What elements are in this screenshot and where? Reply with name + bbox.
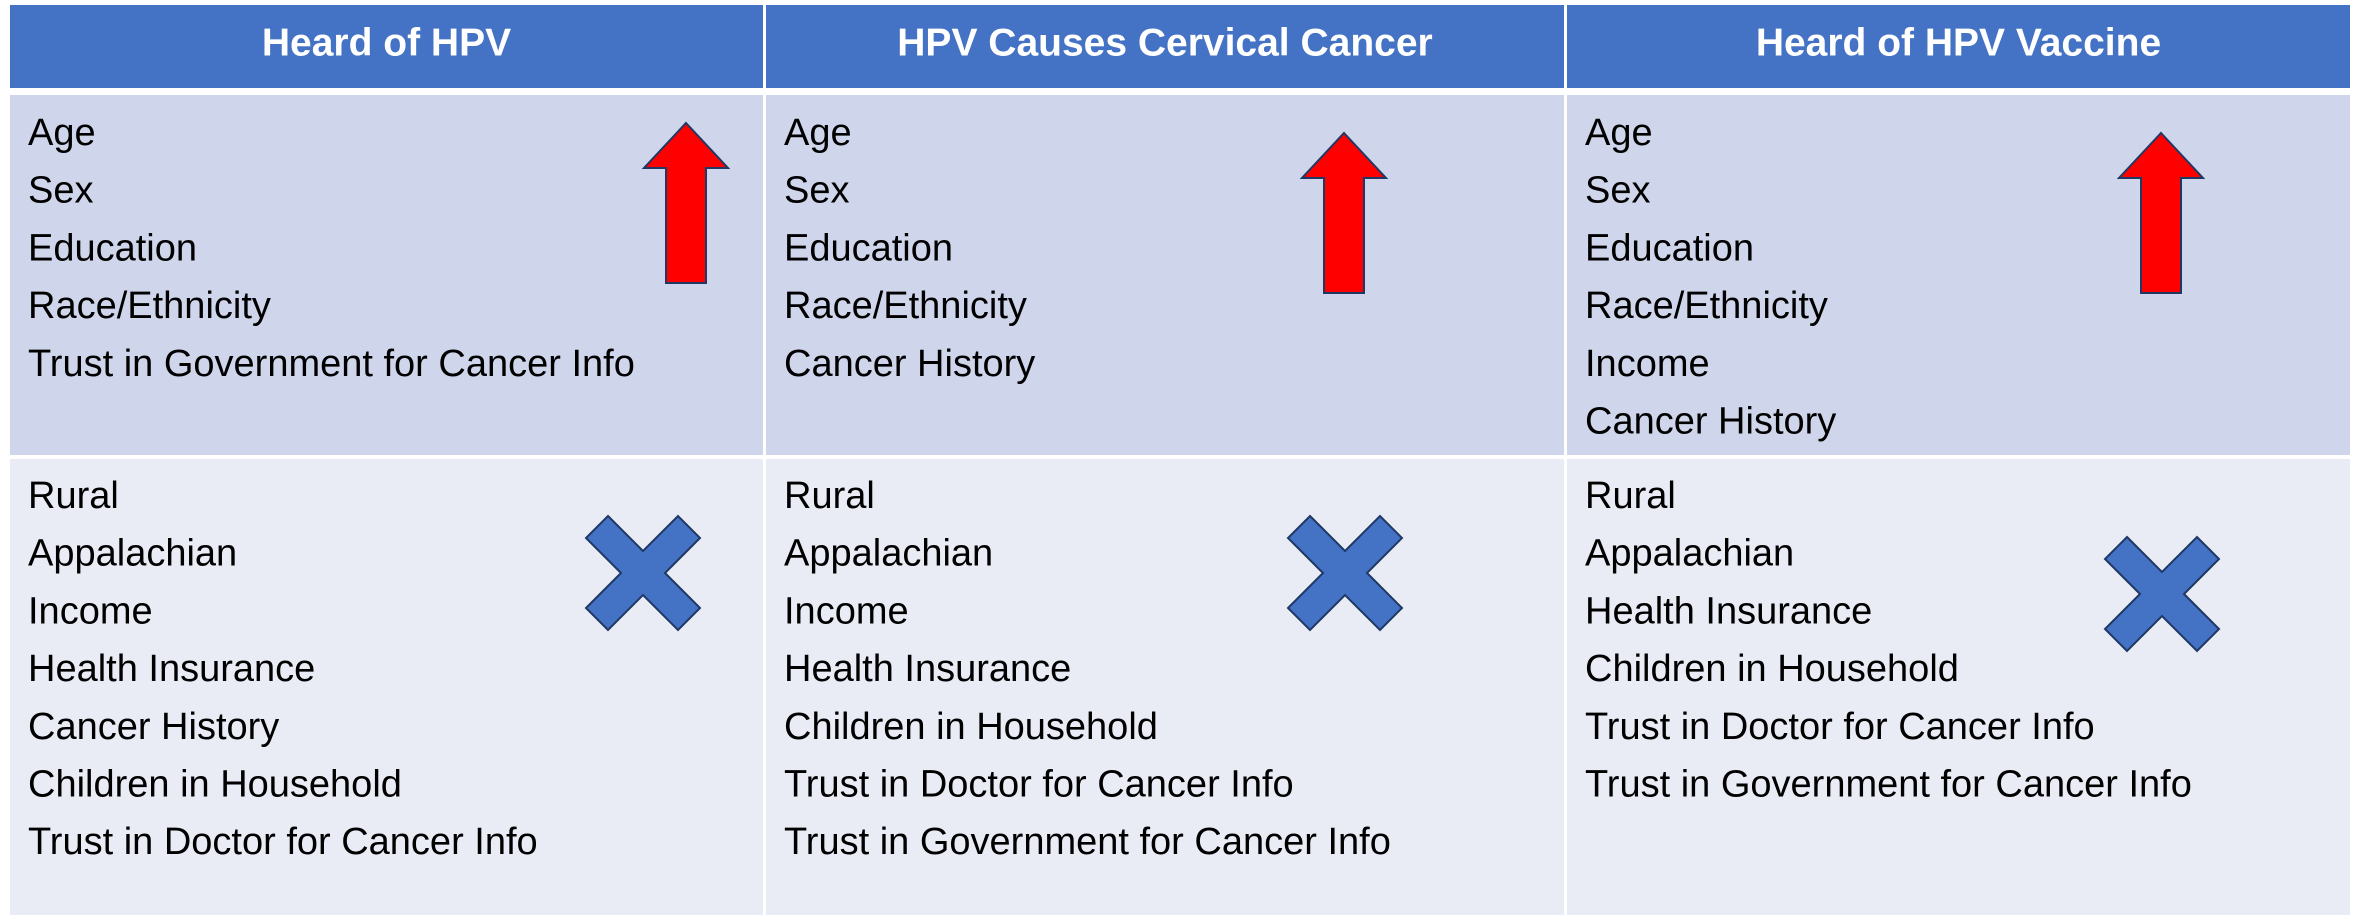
cell-item: Sex bbox=[784, 170, 849, 212]
up-arrow bbox=[2116, 131, 2206, 294]
cell-item: Appalachian bbox=[1585, 533, 1794, 575]
cell-item: Race/Ethnicity bbox=[784, 285, 1027, 327]
header-cell bbox=[10, 5, 763, 88]
cell-item: Children in Household bbox=[784, 706, 1158, 748]
column-header: Heard of HPV Vaccine bbox=[1756, 21, 2161, 64]
cell-item: Education bbox=[28, 227, 197, 269]
cell-item: Trust in Doctor for Cancer Info bbox=[1585, 706, 2095, 748]
cell bbox=[1567, 459, 2350, 915]
cell-item: Health Insurance bbox=[784, 648, 1071, 690]
up-arrow bbox=[1299, 131, 1389, 294]
cross bbox=[584, 514, 702, 632]
cell-item: Cancer History bbox=[1585, 401, 1836, 443]
cell-item: Sex bbox=[1585, 170, 1650, 212]
cell-item: Rural bbox=[1585, 475, 1676, 517]
cell-item: Trust in Government for Cancer Info bbox=[28, 343, 635, 385]
cell-item: Sex bbox=[28, 170, 93, 212]
cell-item: Education bbox=[784, 227, 953, 269]
cell-item: Income bbox=[28, 590, 153, 632]
cross bbox=[2103, 535, 2221, 653]
cell-item: Age bbox=[784, 112, 852, 154]
cell-item: Children in Household bbox=[1585, 648, 1959, 690]
cell-item: Race/Ethnicity bbox=[1585, 285, 1828, 327]
header-cell bbox=[766, 5, 1564, 88]
cell bbox=[766, 459, 1564, 915]
cell-item: Children in Household bbox=[28, 764, 402, 806]
cell-item: Rural bbox=[28, 475, 119, 517]
cell-item: Income bbox=[1585, 343, 1710, 385]
cell-item: Health Insurance bbox=[1585, 590, 1872, 632]
cell-item: Education bbox=[1585, 227, 1754, 269]
cell-item: Age bbox=[1585, 112, 1653, 154]
cross-icons bbox=[584, 514, 2221, 653]
cell bbox=[10, 459, 763, 915]
column-header: HPV Causes Cervical Cancer bbox=[897, 21, 1432, 64]
cell-item: Health Insurance bbox=[28, 648, 315, 690]
header-cell bbox=[1567, 5, 2350, 88]
column-header: Heard of HPV bbox=[262, 21, 511, 64]
cell-item: Appalachian bbox=[784, 533, 993, 575]
cell-item: Rural bbox=[784, 475, 875, 517]
cell-item: Cancer History bbox=[28, 706, 279, 748]
up-arrow bbox=[641, 121, 731, 284]
cell bbox=[766, 95, 1564, 455]
cell-item: Trust in Doctor for Cancer Info bbox=[28, 821, 538, 863]
cell-item: Trust in Doctor for Cancer Info bbox=[784, 764, 1294, 806]
cell-item: Trust in Government for Cancer Info bbox=[784, 821, 1391, 863]
cross bbox=[1286, 514, 1404, 632]
cell-item: Appalachian bbox=[28, 533, 237, 575]
cell-item: Age bbox=[28, 112, 96, 154]
cell-item: Trust in Government for Cancer Info bbox=[1585, 764, 2192, 806]
cell-item: Income bbox=[784, 590, 909, 632]
cell bbox=[10, 95, 763, 455]
cell-item: Cancer History bbox=[784, 343, 1035, 385]
cell-item: Race/Ethnicity bbox=[28, 285, 271, 327]
cell bbox=[1567, 95, 2350, 455]
